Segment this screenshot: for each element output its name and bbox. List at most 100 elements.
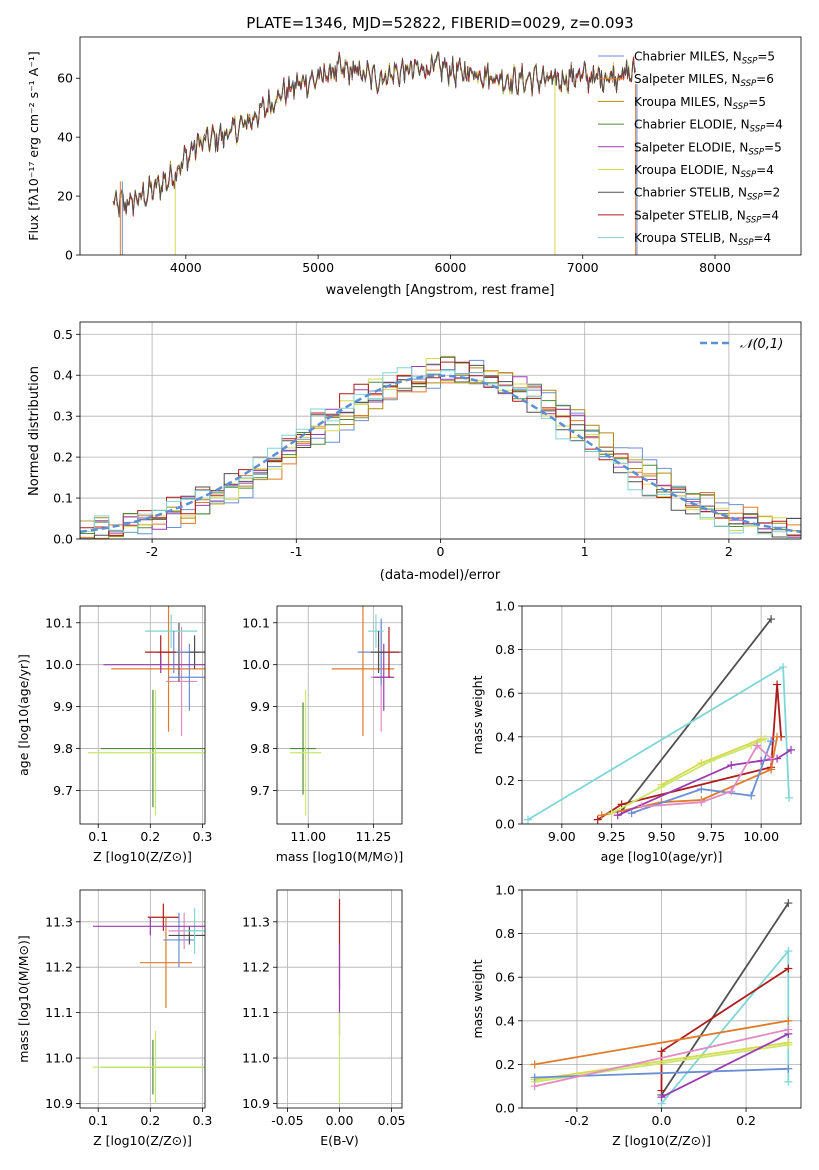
y-axis-label: mass weight xyxy=(470,675,485,754)
y-axis-label: mass [log10(M/M⊙)] xyxy=(16,935,31,1063)
weight-point xyxy=(593,815,602,824)
y-tick-label: 0.8 xyxy=(495,926,515,941)
weight-point xyxy=(784,1064,793,1073)
weight-point xyxy=(779,663,788,672)
mass-weight-vs-z-plot: -0.2 0.0 0.2 0.0 0.2 0.4 0.6 0.8 1.0 Z [log10(Z/Z… xyxy=(470,883,802,1148)
y-tick-label: 0.5 xyxy=(53,327,73,342)
y-tick-label: 10.9 xyxy=(242,1096,270,1111)
x-tick-label: 9.75 xyxy=(697,829,725,844)
y-tick-label: 10.0 xyxy=(45,657,73,672)
weight-point xyxy=(697,798,706,807)
weight-point xyxy=(784,1077,793,1086)
x-axis-label: mass [log10(M/M⊙)] xyxy=(276,849,404,864)
y-tick-label: 10.1 xyxy=(242,615,270,630)
x-axis-label: (data-model)/error xyxy=(380,568,501,583)
hist-steps xyxy=(80,355,801,539)
weight-point xyxy=(784,964,793,973)
weight-point xyxy=(530,1073,539,1082)
weight-point xyxy=(657,1047,666,1056)
weight-point xyxy=(784,1025,793,1034)
weight-point xyxy=(784,1016,793,1025)
weight-point xyxy=(613,811,622,820)
weight-point xyxy=(727,787,736,796)
y-tick-label: 0.0 xyxy=(53,532,73,547)
y-tick-label: 11.3 xyxy=(242,914,270,929)
weight-point xyxy=(767,615,776,624)
legend-label: Salpeter MILES, NSSP=6 xyxy=(634,72,774,89)
residual-histogram: -2 -1 0 1 2 0.0 0.1 0.2 0.3 0.4 0.5 (data-model)/er… xyxy=(27,321,802,583)
legend-label: Chabrier MILES, NSSP=5 xyxy=(634,50,775,67)
axes-frame xyxy=(521,889,802,1109)
x-tick-label: 0.3 xyxy=(192,1113,212,1128)
y-tick-label: 10.9 xyxy=(45,1096,73,1111)
y-tick-label: 11.1 xyxy=(45,1005,73,1020)
spectrum-plot: 4000 5000 6000 7000 8000 0 20 40 60 PLATE=1346, M… xyxy=(26,14,802,298)
normal-curve xyxy=(80,374,801,534)
x-tick-label: 9.00 xyxy=(548,829,576,844)
x-tick-label: 11.00 xyxy=(290,829,326,844)
weight-series-line xyxy=(534,1028,789,1088)
spectrum-lines xyxy=(112,50,638,255)
axes-frame xyxy=(276,889,403,1109)
legend-label: Kroupa ELODIE, NSSP=4 xyxy=(634,163,774,180)
x-tick-label: -0.05 xyxy=(271,1113,303,1128)
weight-point xyxy=(597,811,606,820)
y-tick-label: 9.7 xyxy=(250,783,270,798)
y-tick-label: 1.0 xyxy=(495,599,515,614)
y-tick-label: 11.0 xyxy=(45,1051,73,1066)
x-tick-label: 0.2 xyxy=(140,1113,160,1128)
weight-series-line xyxy=(660,948,790,1105)
weight-point xyxy=(697,758,706,767)
y-tick-label: 9.8 xyxy=(53,741,73,756)
x-tick-label: 10.00 xyxy=(743,829,779,844)
x-axis-label: E(B-V) xyxy=(320,1133,359,1148)
y-tick-label: 1.0 xyxy=(495,883,515,898)
y-tick-label: 0.4 xyxy=(53,368,73,383)
x-tick-label: 0.0 xyxy=(652,1113,672,1128)
axes-frame xyxy=(79,321,802,540)
x-tick-label: 8000 xyxy=(699,260,731,275)
y-tick-label: 10.0 xyxy=(242,657,270,672)
y-tick-label: 11.2 xyxy=(242,960,270,975)
y-tick-label: 0.4 xyxy=(495,729,515,744)
y-tick-label: 9.8 xyxy=(250,741,270,756)
weight-point xyxy=(627,809,636,818)
x-tick-label: 0.00 xyxy=(326,1113,354,1128)
y-tick-label: 9.9 xyxy=(250,699,270,714)
y-tick-label: 0.0 xyxy=(495,1101,515,1116)
weight-point xyxy=(784,899,793,908)
weight-point xyxy=(657,780,666,789)
x-tick-label: 11.25 xyxy=(355,829,391,844)
x-axis-label: age [log10(age/yr)] xyxy=(601,849,723,864)
axes-frame xyxy=(79,889,206,1109)
x-tick-label: 5000 xyxy=(302,260,334,275)
spectrum-series-line xyxy=(112,50,636,218)
x-tick-label: 0.1 xyxy=(88,1113,108,1128)
legend-label: Chabrier STELIB, NSSP=2 xyxy=(634,186,780,203)
legend-label: Kroupa MILES, NSSP=5 xyxy=(634,95,766,112)
y-tick-label: 0 xyxy=(65,248,73,263)
y-tick-label: 40 xyxy=(57,130,73,145)
y-tick-label: 60 xyxy=(57,71,73,86)
x-tick-label: 9.50 xyxy=(648,829,676,844)
mass-vs-z-plot: 0.1 0.2 0.3 10.9 11.0 11.1 11.2 11.3 Z [log10(Z/… xyxy=(16,889,212,1148)
y-axis-label: Flux [fλ10⁻¹⁷ erg cm⁻² s⁻¹ A⁻¹] xyxy=(26,51,41,240)
errorbars xyxy=(93,903,205,1104)
x-tick-label: 9.25 xyxy=(598,829,626,844)
weight-point xyxy=(530,1060,539,1069)
weight-point xyxy=(523,815,532,824)
y-tick-label: 20 xyxy=(57,189,73,204)
x-tick-label: 0.1 xyxy=(88,829,108,844)
x-tick-label: -1 xyxy=(290,544,302,559)
y-tick-label: 0.3 xyxy=(53,409,73,424)
axes-frame xyxy=(276,605,403,825)
errorbars xyxy=(290,606,402,816)
axes-frame xyxy=(79,605,206,825)
weight-point xyxy=(757,734,766,743)
x-tick-label: 4000 xyxy=(170,260,202,275)
x-tick-label: 6000 xyxy=(435,260,467,275)
weight-point xyxy=(767,765,776,774)
y-tick-label: 0.4 xyxy=(495,1013,515,1028)
weight-point xyxy=(784,1038,793,1047)
